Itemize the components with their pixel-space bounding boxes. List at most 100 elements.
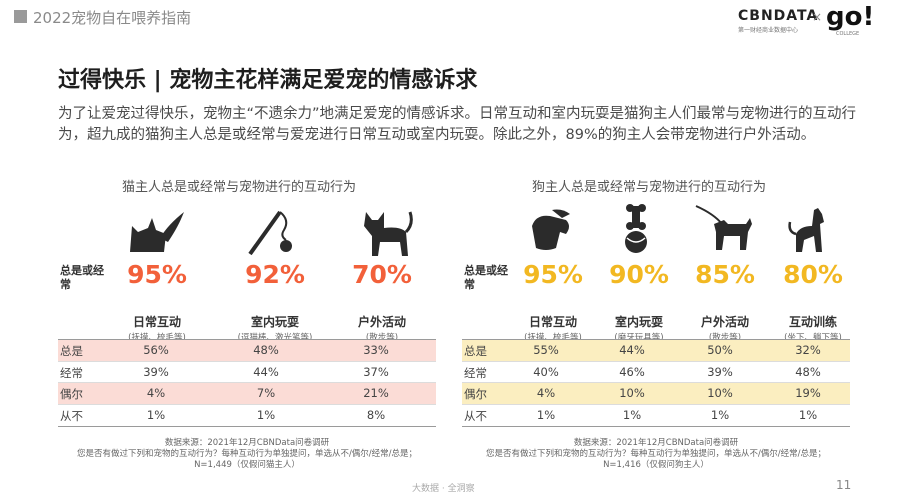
header-square-icon [14, 10, 27, 23]
dog-freq-label: 总是或经常 [464, 264, 508, 291]
brand-logo: CBNDATA [738, 8, 819, 24]
cat-col-outdoor-name: 户外活动 [357, 315, 406, 329]
dog-row-divider [462, 361, 850, 362]
dog-pet-icon [532, 209, 570, 250]
dog-cell: 1% [622, 408, 642, 422]
dog-table-bottom-line [462, 426, 850, 427]
cat-cell: 7% [256, 386, 276, 400]
dog-col-outdoor: 户外活动 (散步等) [675, 313, 775, 343]
dog-cell: 39% [707, 365, 733, 379]
dog-cell: 55% [533, 343, 559, 357]
partner-subtitle: COLLEGE [836, 31, 860, 37]
dog-cell: 4% [536, 386, 556, 400]
dog-cell: 10% [619, 386, 645, 400]
dog-row-label: 偶尔 [464, 387, 487, 401]
cat-cell: 8% [366, 408, 386, 422]
dog-col-outdoor-name: 户外活动 [700, 315, 749, 329]
page-title: 过得快乐 | 宠物主花样满足爱宠的情感诉求 [58, 68, 478, 93]
dog-toy-icon [625, 204, 647, 253]
dog-col-indoor-sub: (磨牙玩具等) [614, 333, 664, 343]
cat-cell: 48% [253, 343, 279, 357]
footer-watermark: 大数据 · 全洞察 [412, 484, 475, 494]
cat-col-daily-sub: (抚摸、梳毛等) [128, 333, 186, 343]
dog-row-divider [462, 382, 850, 383]
dog-row-label: 经常 [464, 366, 487, 380]
cat-cell: 44% [253, 365, 279, 379]
cat-col-indoor: 室内玩耍 (逗猫棒、激光笔等) [225, 313, 325, 343]
cat-cell: 4% [146, 386, 166, 400]
cat-subtitle: 猫主人总是或经常与宠物进行的互动行为 [122, 180, 357, 195]
report-title: 2022宠物自在喂养指南 [33, 9, 192, 27]
dog-pct-outdoor: 85% [695, 260, 755, 289]
cat-table-bottom-line [58, 426, 436, 427]
dog-col-indoor-name: 室内玩耍 [614, 315, 663, 329]
cat-col-indoor-sub: (逗猫棒、激光笔等) [237, 333, 313, 343]
cat-wand-icon [248, 210, 292, 256]
cat-table-top-line [58, 339, 436, 340]
cat-row-label: 从不 [60, 409, 83, 423]
cat-cell: 39% [143, 365, 169, 379]
dog-note-line: N=1,416（仅假问狗主人） [603, 460, 709, 470]
cat-pct-outdoor: 70% [352, 260, 412, 289]
dog-row-highlight [462, 383, 850, 404]
dog-cell: 50% [707, 343, 733, 357]
cat-cell: 1% [146, 408, 166, 422]
dog-cell: 19% [795, 386, 821, 400]
dog-row-highlight [462, 340, 850, 361]
dog-cell: 44% [619, 343, 645, 357]
dog-col-training: 互动训练 (坐下、躺下等) [763, 313, 863, 343]
dog-col-daily-sub: (抚摸、梳毛等) [524, 333, 582, 343]
intro-paragraph: 为了让爱宠过得快乐，宠物主“不遗余力”地满足爱宠的情感诉求。日常互动和室内玩耍是… [58, 106, 857, 143]
top-bar: 2022宠物自在喂养指南 CBNDATA 第一财经商业数据中心 × go! CO… [0, 0, 900, 40]
cat-col-indoor-name: 室内玩耍 [250, 315, 299, 329]
dog-col-outdoor-sub: (散步等) [708, 333, 742, 343]
cat-cell: 37% [363, 365, 389, 379]
cat-freq-label: 总是或经常 [60, 264, 104, 291]
dog-cell: 40% [533, 365, 559, 379]
cat-row-divider [58, 404, 436, 405]
dog-row-label: 总是 [464, 344, 487, 358]
cat-row-label: 偶尔 [60, 387, 83, 401]
dog-cell: 10% [707, 386, 733, 400]
cat-cell: 21% [363, 386, 389, 400]
brand-subtitle: 第一财经商业数据中心 [738, 27, 799, 34]
dog-source-note: 数据来源：2021年12月CBNData问卷调研 您是否有做过下列和宠物的互动行… [462, 438, 850, 471]
page-number: 11 [836, 478, 852, 492]
dog-col-training-name: 互动训练 [788, 315, 837, 329]
dog-walk-icon [695, 205, 752, 250]
dog-pct-training: 80% [783, 260, 843, 289]
dog-col-training-sub: (坐下、躺下等) [784, 333, 842, 343]
cat-row-divider [58, 361, 436, 362]
dog-row-label: 从不 [464, 409, 487, 423]
cat-pet-icon [130, 212, 184, 252]
dog-cell: 1% [710, 408, 730, 422]
cat-note-line: 数据来源：2021年12月CBNData问卷调研 [164, 438, 330, 448]
dog-table-top-line [462, 339, 850, 340]
dog-cell: 1% [798, 408, 818, 422]
dog-note-line: 您是否有做过下列和宠物的互动行为？每种互动行为单独提问，单选从不/偶尔/经常/总… [485, 449, 827, 459]
dog-subtitle: 狗主人总是或经常与宠物进行的互动行为 [532, 180, 767, 195]
cat-cell: 1% [256, 408, 276, 422]
cat-note-line: 您是否有做过下列和宠物的互动行为？每种互动行为单独提问，单选从不/偶尔/经常/总… [76, 449, 418, 459]
cat-row-divider [58, 382, 436, 383]
cat-col-outdoor: 户外活动 (散步等) [332, 313, 432, 343]
dog-cell: 1% [536, 408, 556, 422]
dog-cell: 48% [795, 365, 821, 379]
cat-row-label: 经常 [60, 366, 83, 380]
cat-col-daily: 日常互动 (抚摸、梳毛等) [107, 313, 207, 343]
dog-train-icon [788, 208, 824, 252]
cat-cell: 56% [143, 343, 169, 357]
cat-row-highlight [58, 383, 436, 404]
dog-cell: 32% [795, 343, 821, 357]
cat-note-line: N=1,449（仅假问猫主人） [194, 460, 300, 470]
dog-col-daily-name: 日常互动 [528, 315, 577, 329]
cat-col-daily-name: 日常互动 [132, 315, 181, 329]
dog-row-divider [462, 404, 850, 405]
dog-cell: 46% [619, 365, 645, 379]
cat-walk-icon [364, 211, 413, 256]
dog-col-daily: 日常互动 (抚摸、梳毛等) [503, 313, 603, 343]
cat-row-highlight [58, 340, 436, 361]
cat-row-label: 总是 [60, 344, 83, 358]
dog-pct-daily: 95% [523, 260, 583, 289]
cat-pct-daily: 95% [127, 260, 187, 289]
